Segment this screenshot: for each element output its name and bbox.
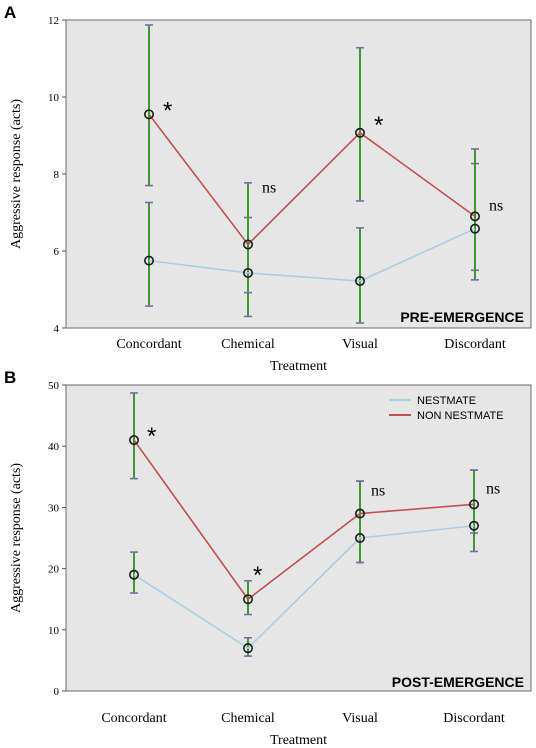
- panel-label: A: [4, 3, 16, 22]
- y-axis-title: Aggressive response (acts): [9, 463, 24, 613]
- data-point: [354, 532, 365, 543]
- series-line-non-nestmate: [148, 113, 476, 246]
- x-tick-label: Concordant: [116, 337, 181, 352]
- y-tick-label: 20: [48, 564, 60, 576]
- x-tick-label: Discordant: [444, 337, 506, 352]
- legend-label: NESTMATE: [417, 395, 476, 407]
- series-line-nestmate: [133, 524, 475, 650]
- series-line-nestmate: [148, 227, 476, 282]
- y-tick-label: 40: [48, 441, 60, 453]
- legend-label: NON NESTMATE: [417, 410, 504, 422]
- data-point: [129, 569, 140, 580]
- y-tick-label: 8: [54, 169, 60, 181]
- data-point: [469, 211, 480, 222]
- x-axis-title: Treatment: [270, 359, 327, 374]
- plot-area: [65, 384, 532, 692]
- data-point: [468, 499, 479, 510]
- x-tick-label: Visual: [342, 711, 378, 726]
- y-tick-label: 6: [54, 246, 60, 258]
- data-point: [243, 594, 254, 605]
- y-tick-label: 10: [48, 625, 60, 637]
- data-point: [243, 239, 254, 250]
- significance-marker: ns: [262, 179, 276, 196]
- data-point: [144, 255, 155, 266]
- data-point: [243, 643, 254, 654]
- x-tick-label: Discordant: [443, 711, 505, 726]
- significance-marker: *: [374, 112, 383, 139]
- data-point: [354, 276, 365, 287]
- significance-marker: *: [163, 97, 172, 124]
- plot-area: [65, 19, 532, 329]
- significance-marker: *: [147, 423, 156, 450]
- data-point: [469, 223, 480, 234]
- data-point: [468, 520, 479, 531]
- panel-label: B: [4, 368, 16, 387]
- x-tick-label: Chemical: [221, 711, 275, 726]
- significance-marker: ns: [486, 480, 500, 497]
- x-axis-title: Treatment: [270, 733, 327, 748]
- y-tick-label: 0: [54, 686, 60, 698]
- significance-marker: *: [253, 562, 262, 589]
- x-tick-label: Chemical: [221, 337, 275, 352]
- y-tick-label: 12: [48, 15, 59, 27]
- x-tick-label: Concordant: [101, 711, 166, 726]
- data-point: [144, 109, 155, 120]
- y-tick-label: 50: [48, 380, 60, 392]
- data-point: [354, 508, 365, 519]
- y-tick-label: 4: [54, 323, 60, 335]
- chart-panel-b: B 0 10 20 30 40 50 Concordant Chemical Visual Disc…: [4, 368, 532, 748]
- data-point: [243, 267, 254, 278]
- y-tick-label: 30: [48, 502, 60, 514]
- y-axis-title: Aggressive response (acts): [9, 99, 24, 249]
- phase-badge: PRE-EMERGENCE: [400, 309, 524, 325]
- series-line-non-nestmate: [133, 439, 475, 601]
- phase-badge: POST-EMERGENCE: [392, 674, 524, 690]
- legend: NESTMATE NON NESTMATE: [389, 395, 504, 422]
- chart-panel-a: A 4 6 8 10 12 Concordant Chemical Visual Discorda…: [4, 3, 532, 374]
- data-point: [354, 127, 365, 138]
- data-point: [129, 435, 140, 446]
- significance-marker: ns: [371, 483, 385, 500]
- significance-marker: ns: [489, 197, 503, 214]
- y-tick-label: 10: [48, 92, 60, 104]
- x-tick-label: Visual: [342, 337, 378, 352]
